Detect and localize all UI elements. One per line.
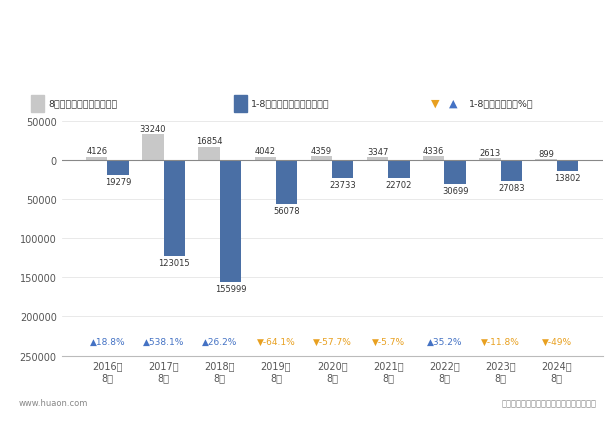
Bar	[536, 160, 557, 161]
Bar	[276, 161, 297, 204]
Text: ▼-49%: ▼-49%	[542, 337, 572, 346]
Text: 4126: 4126	[86, 147, 108, 156]
Text: 56078: 56078	[273, 206, 300, 215]
Text: 123015: 123015	[159, 259, 190, 268]
Text: 2613: 2613	[479, 148, 501, 157]
Text: 33240: 33240	[140, 124, 166, 133]
Text: 1-8月同比增速（%）: 1-8月同比增速（%）	[469, 99, 533, 108]
Bar	[388, 161, 410, 178]
Bar	[479, 158, 501, 161]
Bar	[255, 157, 276, 161]
Text: 专业严谨 • 客观科学: 专业严谨 • 客观科学	[534, 15, 597, 25]
Bar	[220, 161, 241, 282]
Bar	[142, 135, 164, 161]
Text: ▼-11.8%: ▼-11.8%	[481, 337, 520, 346]
Bar	[86, 157, 108, 161]
Text: 1-8月进出口总额（万美元）: 1-8月进出口总额（万美元）	[251, 99, 330, 108]
Text: 19279: 19279	[105, 178, 131, 187]
Bar	[164, 161, 185, 256]
Text: 27083: 27083	[498, 184, 525, 193]
Text: 899: 899	[538, 150, 554, 158]
Text: ▲35.2%: ▲35.2%	[427, 337, 462, 346]
Text: 16854: 16854	[196, 137, 223, 146]
Text: 23733: 23733	[330, 181, 356, 190]
Text: 30699: 30699	[442, 187, 469, 196]
Text: 13802: 13802	[554, 173, 581, 182]
Bar	[234, 96, 247, 113]
Text: ▼-57.7%: ▼-57.7%	[312, 337, 352, 346]
Text: 2016-2024年8月贵州省外商投资企业进出口总额: 2016-2024年8月贵州省外商投资企业进出口总额	[172, 57, 443, 75]
Text: 3347: 3347	[367, 148, 388, 157]
Text: 4336: 4336	[423, 147, 445, 156]
Text: 22702: 22702	[386, 180, 412, 189]
Bar	[445, 161, 466, 184]
Text: ▲538.1%: ▲538.1%	[143, 337, 184, 346]
Bar	[31, 96, 44, 113]
Bar	[367, 158, 388, 161]
Text: 155999: 155999	[215, 284, 246, 293]
Bar	[108, 161, 129, 176]
Text: ▲18.8%: ▲18.8%	[90, 337, 125, 346]
Text: ▼-64.1%: ▼-64.1%	[256, 337, 295, 346]
Bar	[311, 157, 332, 161]
Bar	[332, 161, 354, 179]
Bar	[501, 161, 522, 181]
Text: ▼: ▼	[430, 99, 439, 109]
Bar	[423, 157, 445, 161]
Text: ▲26.2%: ▲26.2%	[202, 337, 237, 346]
Text: 8月进出口总额（万美元）: 8月进出口总额（万美元）	[48, 99, 117, 108]
Text: 4042: 4042	[255, 147, 276, 156]
Bar	[199, 147, 220, 161]
Text: ▲: ▲	[449, 99, 458, 109]
Text: 数据来源：中国海关、华经产业研究院整理: 数据来源：中国海关、华经产业研究院整理	[502, 398, 597, 408]
Text: 华经情报网: 华经情报网	[18, 15, 50, 25]
Bar	[557, 161, 578, 171]
Text: 4359: 4359	[311, 147, 332, 156]
Text: www.huaon.com: www.huaon.com	[18, 398, 88, 408]
Text: ▼-5.7%: ▼-5.7%	[371, 337, 405, 346]
